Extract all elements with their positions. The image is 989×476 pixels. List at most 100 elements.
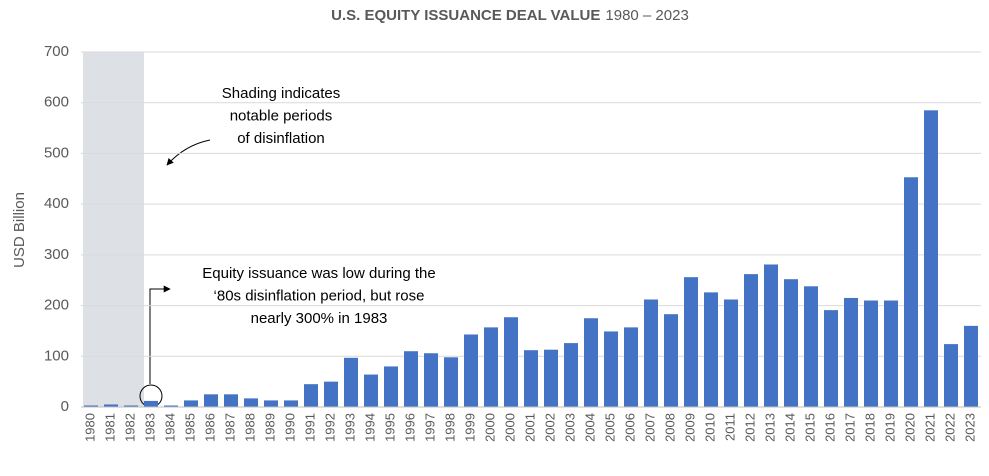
x-tick-label: 1984 [162, 413, 177, 442]
bar [384, 366, 398, 407]
bar [764, 264, 778, 407]
bar [584, 318, 598, 407]
y-axis-label: USD Billion [11, 192, 28, 268]
x-tick-label: 1996 [402, 413, 417, 442]
bar [944, 344, 958, 407]
x-tick-label: 1999 [462, 413, 477, 442]
bar [744, 274, 758, 407]
bar [264, 400, 278, 407]
bar [844, 297, 858, 407]
x-tick-label: 2000 [502, 413, 517, 442]
y-tick-label: 600 [44, 94, 69, 111]
x-tick-label: 2003 [562, 413, 577, 442]
bar [444, 357, 458, 407]
x-tick-label: 2010 [702, 413, 717, 442]
bar [364, 374, 378, 407]
x-tick-label: 1992 [322, 413, 337, 442]
bar [864, 300, 878, 407]
bar [124, 405, 138, 407]
bar [524, 350, 538, 407]
x-tick-label: 2009 [682, 413, 697, 442]
bar [964, 325, 978, 407]
x-tick-label: 2021 [922, 413, 937, 442]
y-tick-label: 500 [44, 144, 69, 161]
chart-subtitle: 1980 – 2023 [605, 7, 688, 24]
bar [324, 381, 338, 407]
annotation: notable periods [230, 107, 333, 124]
x-tick-label: 1982 [122, 413, 137, 442]
y-tick-label: 100 [44, 347, 69, 364]
x-tick-label: 2018 [862, 413, 877, 442]
bar [304, 384, 318, 407]
x-tick-label: 2023 [962, 413, 977, 442]
bar [84, 405, 98, 407]
bar [784, 279, 798, 407]
x-tick-label: 1987 [222, 413, 237, 442]
bar [624, 327, 638, 407]
annotation: nearly 300% in 1983 [251, 310, 388, 327]
bar [284, 400, 298, 407]
bar [704, 292, 718, 407]
x-tick-label: 1980 [82, 413, 97, 442]
x-tick-label: 2013 [762, 413, 777, 442]
chart-title-group: U.S. EQUITY ISSUANCE DEAL VALUE 1980 – 20… [331, 7, 689, 24]
y-tick-label: 300 [44, 246, 69, 263]
x-tick-label: 1983 [142, 413, 157, 442]
x-tick-label: 1981 [102, 413, 117, 442]
x-tick-label: 1997 [422, 413, 437, 442]
x-tick-label: 2011 [722, 413, 737, 441]
annotation-arrow [166, 139, 211, 166]
annotation: of disinflation [237, 130, 325, 147]
y-tick-label: 700 [44, 43, 69, 60]
bar [184, 400, 198, 407]
y-tick-label: 200 [44, 297, 69, 314]
bar [464, 334, 478, 407]
shaded-period [83, 52, 144, 407]
bar [244, 398, 258, 407]
bar [684, 277, 698, 407]
bar [484, 327, 498, 407]
bar [564, 343, 578, 407]
x-tick-label: 2012 [742, 413, 757, 442]
x-tick-label: 1988 [242, 413, 257, 442]
bar [884, 300, 898, 407]
x-tick-label: 2014 [782, 413, 797, 442]
bar [804, 286, 818, 407]
bar [104, 404, 118, 407]
bar [204, 394, 218, 407]
bar [164, 405, 178, 407]
bar [664, 314, 678, 407]
x-tick-label: 1990 [282, 413, 297, 442]
x-tick-label: 1985 [182, 413, 197, 442]
bar [504, 317, 518, 407]
bar [144, 400, 158, 407]
x-tick-label: 2001 [522, 413, 537, 442]
x-tick-label: 1994 [362, 413, 377, 442]
x-tick-label: 1986 [202, 413, 217, 442]
bar [344, 357, 358, 407]
x-tick-label: 2008 [662, 413, 677, 442]
x-tick-label: 2006 [622, 413, 637, 442]
x-tick-label: 2017 [842, 413, 857, 442]
y-tick-label: 400 [44, 195, 69, 212]
annotation-arrow [149, 285, 171, 384]
bar [724, 299, 738, 407]
x-tick-label: 2020 [902, 413, 917, 442]
chart-title: U.S. EQUITY ISSUANCE DEAL VALUE [331, 7, 600, 24]
bar [924, 110, 938, 408]
bar [544, 349, 558, 407]
bar [604, 331, 618, 407]
x-tick-label: 2022 [942, 413, 957, 442]
x-tick-label: 2004 [582, 413, 597, 442]
x-tick-label: 1993 [342, 413, 357, 442]
x-tick-label: 1998 [442, 413, 457, 442]
x-tick-label: 2015 [802, 413, 817, 442]
x-tick-label: 1989 [262, 413, 277, 442]
annotation: Equity issuance was low during the [202, 265, 435, 282]
x-tick-label: 2019 [882, 413, 897, 442]
annotation: ‘80s disinflation period, but rose [214, 287, 425, 304]
bar [904, 177, 918, 407]
x-tick-label: 2007 [642, 413, 657, 442]
bar [644, 299, 658, 407]
